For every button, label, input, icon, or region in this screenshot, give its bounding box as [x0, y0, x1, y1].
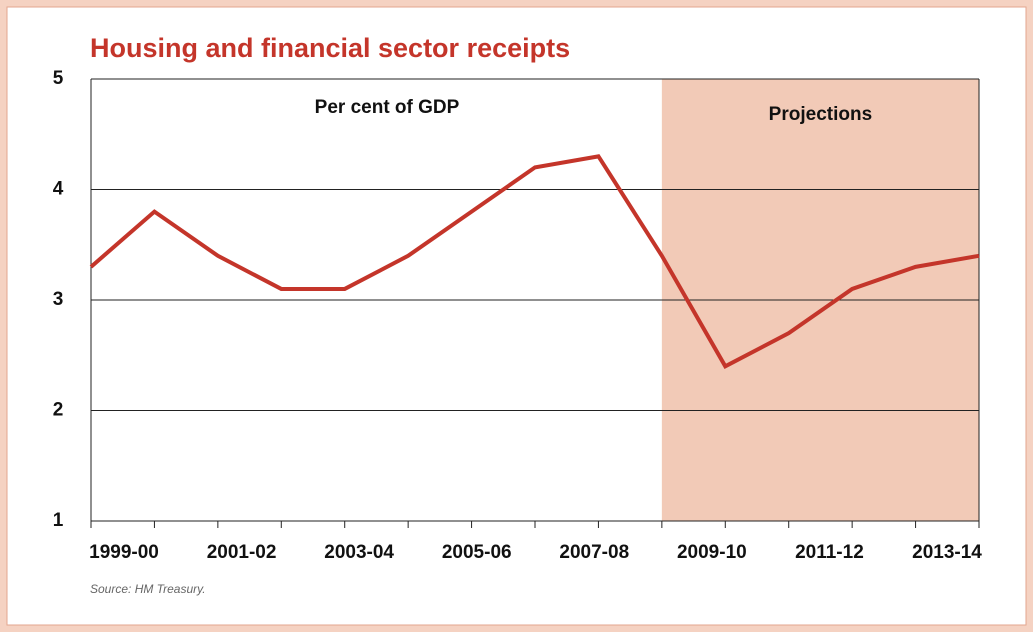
- y-tick-label: 2: [53, 400, 64, 421]
- x-tick-label: 2013-14: [912, 542, 982, 563]
- x-tick-label: 2003-04: [324, 542, 394, 563]
- data-line: [89, 154, 980, 369]
- source: Source: HM Treasury.: [90, 582, 206, 596]
- chart-title: Housing and financial sector receipts: [90, 33, 570, 63]
- x-tick-label: 1999-00: [89, 542, 159, 563]
- subtitle: Per cent of GDP: [315, 97, 460, 118]
- y-tick-label: 1: [53, 510, 64, 531]
- y-tick-label: 5: [53, 68, 64, 89]
- y-tick-label: 3: [53, 289, 64, 310]
- projection-label: Projections: [769, 104, 872, 125]
- x-tick-label: 2001-02: [207, 542, 277, 563]
- x-tick-label: 2011-12: [795, 542, 864, 563]
- y-tick-label: 4: [53, 179, 64, 200]
- x-tick-label: 2009-10: [677, 542, 747, 563]
- x-tick-label: 2007-08: [559, 542, 629, 563]
- x-tick-label: 2005-06: [442, 542, 512, 563]
